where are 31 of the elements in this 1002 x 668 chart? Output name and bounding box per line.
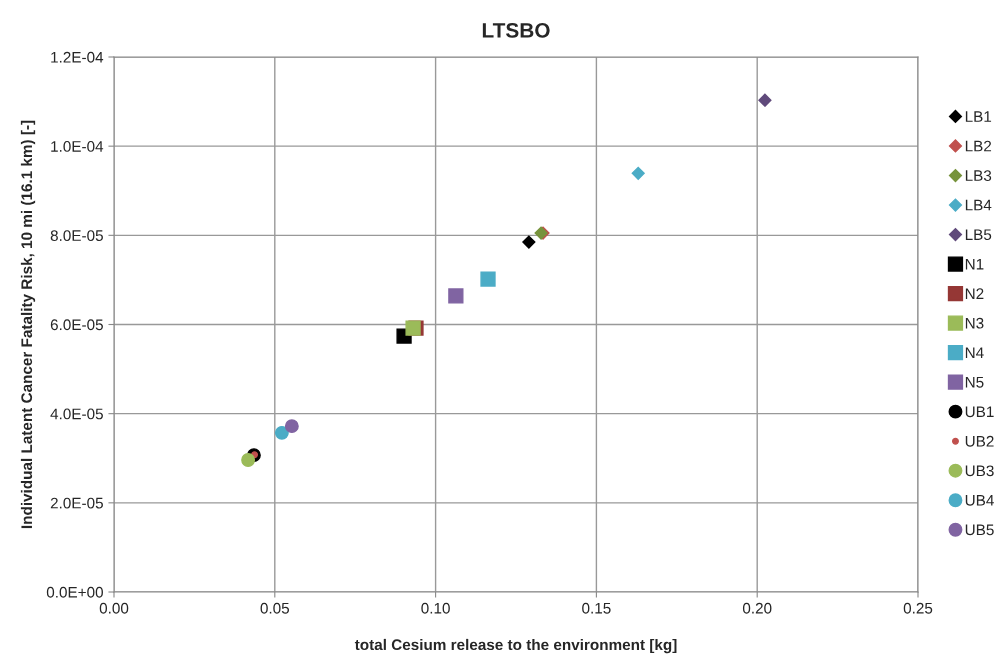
x-tick-label: 0.25 — [903, 602, 933, 614]
x-tick-label: 0.15 — [582, 602, 611, 614]
x-tick-label: 0.05 — [260, 602, 290, 614]
legend-label: UB5 — [965, 524, 994, 536]
legend-label: N3 — [965, 317, 984, 329]
y-tick-label: 0.0E+00 — [46, 586, 103, 598]
x-axis-title: total Cesium release to the environment [kg] — [354, 638, 677, 654]
legend-label: N2 — [965, 288, 984, 299]
y-axis-title: Individual Latent Cancer Fatality Risk, 10 mi (16.1 km) [-] — [20, 120, 36, 529]
chart-title: LTSBO — [482, 23, 550, 38]
legend-label: LB4 — [965, 199, 992, 211]
legend-label: N1 — [965, 258, 984, 270]
y-tick-label: 2.0E-05 — [50, 497, 103, 509]
legend-label: LB1 — [965, 111, 992, 122]
legend-label: N5 — [965, 376, 984, 388]
legend-label: UB1 — [965, 406, 994, 418]
y-tick-label: 1.2E-04 — [51, 51, 104, 63]
legend-label: UB2 — [965, 435, 994, 447]
legend-label: UB4 — [965, 495, 994, 506]
y-tick-label: 1.0E-04 — [51, 141, 104, 152]
legend-label: LB2 — [965, 140, 992, 152]
legend-label: N4 — [965, 347, 984, 358]
y-tick-label: 6.0E-05 — [50, 319, 103, 331]
x-tick-label: 0.20 — [742, 602, 772, 614]
x-tick-label: 0.10 — [421, 602, 450, 614]
y-tick-label: 8.0E-05 — [50, 230, 103, 242]
y-tick-label: 4.0E-05 — [50, 408, 103, 420]
legend-label: LB5 — [965, 229, 992, 241]
legend-label: UB3 — [965, 465, 994, 477]
x-tick-label: 0.00 — [99, 602, 129, 614]
legend-label: LB3 — [965, 170, 992, 181]
